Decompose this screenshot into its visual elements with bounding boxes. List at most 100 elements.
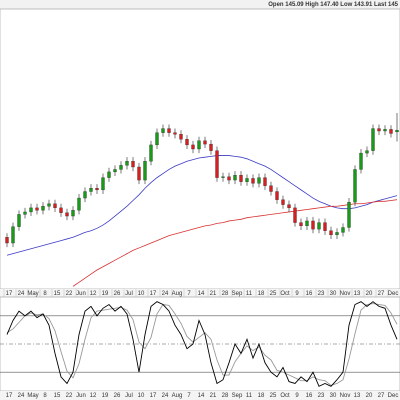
x-tick-label: 8 <box>43 291 47 297</box>
moving-average <box>72 199 398 287</box>
x-tick-label: Sep <box>232 393 243 399</box>
x-tick-label: Jul <box>125 291 133 297</box>
candle-body <box>263 177 267 186</box>
x-tick-label: 17 <box>6 393 13 399</box>
x-tick-label: 12 <box>90 393 97 399</box>
candle-body <box>353 169 357 203</box>
x-tick-label: Oct <box>280 393 290 399</box>
candle-body <box>167 128 171 133</box>
candle-body <box>281 199 285 205</box>
candle-body <box>365 150 369 154</box>
candle-body <box>65 212 69 217</box>
x-tick-label: 15 <box>54 393 61 399</box>
candle-body <box>77 197 81 211</box>
x-tick-label: 21 <box>210 291 217 297</box>
x-tick-label: 30 <box>330 393 337 399</box>
candle-body <box>179 134 183 140</box>
x-tick-label: 16 <box>306 393 313 399</box>
candle-body <box>113 169 117 173</box>
x-tick-label: 20 <box>366 291 373 297</box>
candle-body <box>239 175 243 182</box>
candle-body <box>125 161 129 166</box>
candle-body <box>215 150 219 178</box>
x-tick-label: Aug <box>172 291 183 297</box>
candle-body <box>299 222 303 227</box>
candle-body <box>17 214 21 227</box>
x-tick-label: 13 <box>354 393 361 399</box>
x-tick-label: 19 <box>102 393 109 399</box>
x-tick-label: 16 <box>306 291 313 297</box>
x-tick-label: 7 <box>187 393 191 399</box>
price-info: Open 145.09 High 147.40 Low 143.91 Last … <box>268 2 398 8</box>
x-tick-label: 7 <box>187 291 191 297</box>
x-tick-label: Sep <box>232 291 243 297</box>
x-tick-label: 23 <box>318 291 325 297</box>
candle-body <box>323 222 327 231</box>
candle-body <box>227 176 231 181</box>
x-tick-label: May <box>27 393 38 399</box>
candle-body <box>341 227 345 233</box>
date-strip <box>0 391 400 400</box>
x-tick-label: 11 <box>246 291 253 297</box>
x-tick-label: Jun <box>76 393 86 399</box>
candle-body <box>293 207 297 223</box>
candle-body <box>59 207 63 213</box>
candle-body <box>173 132 177 135</box>
x-tick-label: 12 <box>90 291 97 297</box>
x-tick-label: 30 <box>330 291 337 297</box>
header-band <box>0 0 400 9</box>
candle-body <box>383 129 387 132</box>
candle-body <box>35 207 39 211</box>
candle-body <box>335 232 339 236</box>
candle-body <box>347 201 351 228</box>
x-tick-label: 26 <box>114 291 121 297</box>
x-tick-label: 24 <box>162 291 169 297</box>
candle-body <box>149 144 153 162</box>
candle-body <box>251 178 255 184</box>
x-tick-label: 17 <box>150 393 157 399</box>
candle-body <box>359 152 363 170</box>
candle-body <box>101 177 105 191</box>
candle-body <box>53 203 57 209</box>
x-tick-label: 19 <box>102 291 109 297</box>
candle-body <box>245 178 249 182</box>
candle-body <box>287 204 291 209</box>
x-tick-label: May <box>27 291 38 297</box>
candle-body <box>197 140 201 150</box>
candle-body <box>89 188 93 192</box>
x-tick-label: 27 <box>378 291 385 297</box>
x-tick-label: 26 <box>114 393 121 399</box>
x-tick-label: 14 <box>198 291 205 297</box>
candle-body <box>371 128 375 151</box>
x-tick-label: Nov <box>340 393 351 399</box>
candle-body <box>221 176 225 178</box>
candle-body <box>269 185 273 192</box>
x-tick-label: 25 <box>270 393 277 399</box>
x-tick-label: 9 <box>295 291 299 297</box>
candle-body <box>23 211 27 215</box>
x-tick-label: 17 <box>150 291 157 297</box>
x-tick-label: Jul <box>125 393 133 399</box>
x-tick-label: 18 <box>258 393 265 399</box>
x-tick-label: 27 <box>378 393 385 399</box>
x-tick-label: 28 <box>222 291 229 297</box>
candle-body <box>161 128 165 133</box>
candle-body <box>233 175 237 181</box>
candle-body <box>203 140 207 145</box>
candle-body <box>395 130 399 133</box>
x-tick-label: 10 <box>138 393 145 399</box>
candle-body <box>257 177 261 184</box>
x-tick-label: 22 <box>66 393 73 399</box>
candle-body <box>143 161 147 181</box>
candle-body <box>47 203 51 207</box>
x-tick-label: 15 <box>54 291 61 297</box>
date-strip <box>0 289 400 297</box>
x-tick-label: 25 <box>270 291 277 297</box>
x-tick-label: 24 <box>18 393 25 399</box>
candle-body <box>275 191 279 200</box>
x-tick-label: 14 <box>198 393 205 399</box>
stoch-line <box>6 301 398 387</box>
x-tick-label: Aug <box>172 393 183 399</box>
candle-body <box>71 210 75 217</box>
candle-body <box>185 139 189 146</box>
